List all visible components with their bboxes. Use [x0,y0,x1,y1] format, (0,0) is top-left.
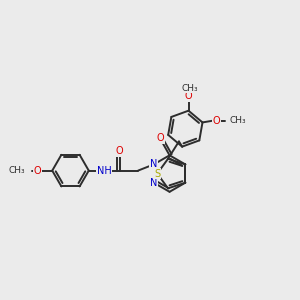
Text: CH₃: CH₃ [181,84,198,93]
Text: NH: NH [97,166,112,176]
Text: N: N [150,159,158,170]
Text: O: O [185,91,192,101]
Text: O: O [213,116,220,126]
Text: O: O [157,133,164,143]
Text: O: O [116,146,124,156]
Text: S: S [154,169,160,178]
Text: N: N [150,178,158,188]
Text: O: O [34,166,42,176]
Text: CH₃: CH₃ [8,166,25,175]
Text: CH₃: CH₃ [230,116,246,125]
